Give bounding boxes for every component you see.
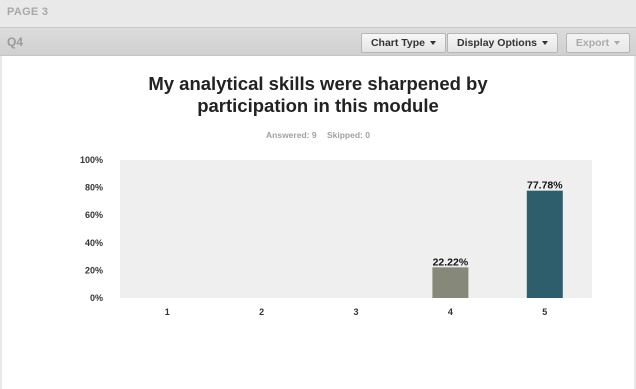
export-label: Export bbox=[575, 37, 610, 49]
chart-type-label: Chart Type bbox=[370, 37, 426, 49]
bar bbox=[526, 190, 563, 298]
y-tick-label: 40% bbox=[85, 238, 103, 248]
chart-title-line-2: participation in this module bbox=[197, 95, 439, 116]
y-tick-label: 60% bbox=[85, 210, 103, 220]
bar-value-label: 77.78% bbox=[527, 180, 563, 192]
question-number: Q4 bbox=[7, 35, 24, 49]
display-options-label: Display Options bbox=[457, 37, 537, 49]
bar bbox=[432, 267, 469, 298]
answered-label: Answered: bbox=[266, 130, 310, 140]
export-button[interactable]: Export bbox=[566, 33, 630, 53]
x-tick-label: 4 bbox=[448, 307, 453, 317]
y-tick-label: 20% bbox=[85, 265, 103, 275]
y-tick-label: 80% bbox=[85, 183, 103, 193]
skipped-count: 0 bbox=[365, 130, 370, 140]
y-tick-label: 100% bbox=[80, 155, 103, 165]
y-tick-label: 0% bbox=[90, 293, 103, 303]
response-summary: Answered: 9 Skipped: 0 bbox=[2, 130, 634, 140]
chevron-down-icon bbox=[430, 41, 437, 46]
chevron-down-icon bbox=[541, 41, 548, 46]
bar-chart: 0% 20% 40% 60% 80% 100% 1 2 3 22.22% 4 77.78% 5 bbox=[80, 155, 592, 317]
skipped-stat: Skipped: 0 bbox=[327, 130, 370, 140]
page-label: PAGE 3 bbox=[7, 6, 49, 18]
plot-area bbox=[120, 160, 592, 298]
answered-stat: Answered: 9 bbox=[266, 130, 317, 140]
chevron-down-icon bbox=[614, 41, 621, 46]
x-tick-label: 2 bbox=[259, 307, 264, 317]
bar-value-label: 22.22% bbox=[433, 256, 469, 268]
x-tick-label: 3 bbox=[353, 307, 358, 317]
display-options-button[interactable]: Display Options bbox=[447, 33, 558, 53]
x-tick-label: 1 bbox=[165, 307, 170, 317]
x-tick-label: 5 bbox=[542, 307, 547, 317]
chart-title-line-1: My analytical skills were sharpened by bbox=[148, 73, 488, 94]
skipped-label: Skipped: bbox=[326, 130, 363, 140]
chart-type-button[interactable]: Chart Type bbox=[361, 33, 446, 53]
question-header-bar: Q4 Chart Type Display Options Export bbox=[0, 27, 636, 56]
chart-title: My analytical skills were sharpened by p… bbox=[2, 73, 634, 117]
chart-panel: My analytical skills were sharpened by p… bbox=[2, 56, 634, 389]
answered-count: 9 bbox=[311, 130, 317, 140]
